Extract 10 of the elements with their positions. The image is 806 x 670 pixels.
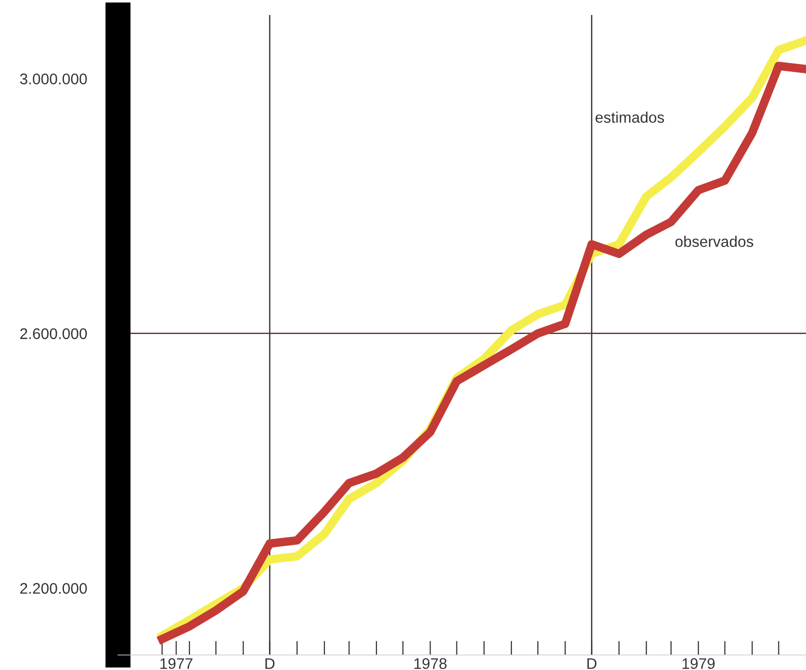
x-tick-label: 1978 <box>414 658 447 669</box>
x-tick-label: 1977 <box>160 658 192 669</box>
y-tick-label: 2.600.000 <box>20 328 87 340</box>
y-tick-label: 2.200.000 <box>20 583 87 594</box>
series-label: observados <box>675 236 754 248</box>
y-tick-label: 3.000.000 <box>20 74 87 84</box>
text: estimados <box>596 112 664 123</box>
x-tick-label: D <box>587 658 596 669</box>
x-tick-label: 1979 <box>682 658 715 669</box>
x-tick-label: D <box>265 658 274 669</box>
